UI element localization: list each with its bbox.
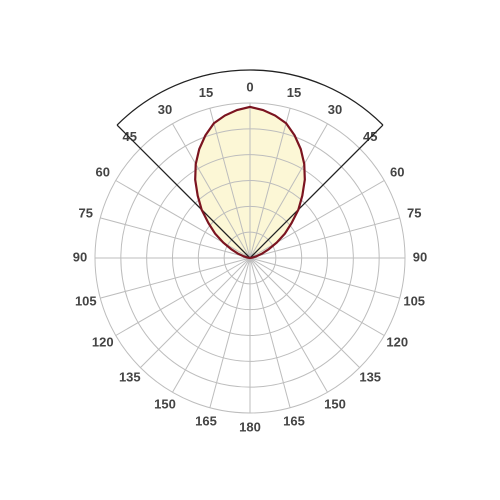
grid-spoke [100,257,251,299]
grid-spoke [249,257,360,368]
angle-label: 75 [407,205,421,220]
angle-label: 90 [73,249,87,264]
angle-label: 15 [287,85,301,100]
angle-label: 150 [324,397,346,412]
grid-spoke [249,257,385,336]
grid-spoke [100,217,251,259]
angle-label: 165 [283,414,305,429]
grid-spoke [172,257,251,393]
beam-arc [116,69,384,126]
angle-label: 0 [246,79,253,94]
angle-label: 15 [199,85,213,100]
angle-label: 75 [79,205,93,220]
grid-spoke [209,257,251,408]
angle-label: 45 [363,129,377,144]
grid-spoke [249,257,291,408]
grid-spoke [249,257,400,299]
angle-label: 105 [403,293,425,308]
angle-label: 135 [359,370,381,385]
angle-label: 60 [390,164,404,179]
angle-label: 150 [154,397,176,412]
angle-label: 45 [123,129,137,144]
angle-label: 120 [386,334,408,349]
grid-spoke [249,123,328,259]
grid-spoke [249,257,328,393]
angle-label: 135 [119,370,141,385]
beam-edge [116,124,251,259]
angle-label: 180 [239,419,261,434]
grid-spoke [115,257,251,336]
grid-spoke [249,217,400,259]
angle-label: 120 [92,334,114,349]
grid-spoke [140,257,251,368]
angle-label: 30 [158,102,172,117]
intensity-curve [194,105,306,260]
grid-spoke [209,108,251,259]
angle-label: 165 [195,414,217,429]
angle-label: 105 [75,293,97,308]
angle-label: 60 [96,164,110,179]
angle-label: 90 [413,249,427,264]
grid-spoke [249,108,291,259]
beam-edge [249,124,384,259]
angle-label: 30 [328,102,342,117]
grid-spoke [172,123,251,259]
